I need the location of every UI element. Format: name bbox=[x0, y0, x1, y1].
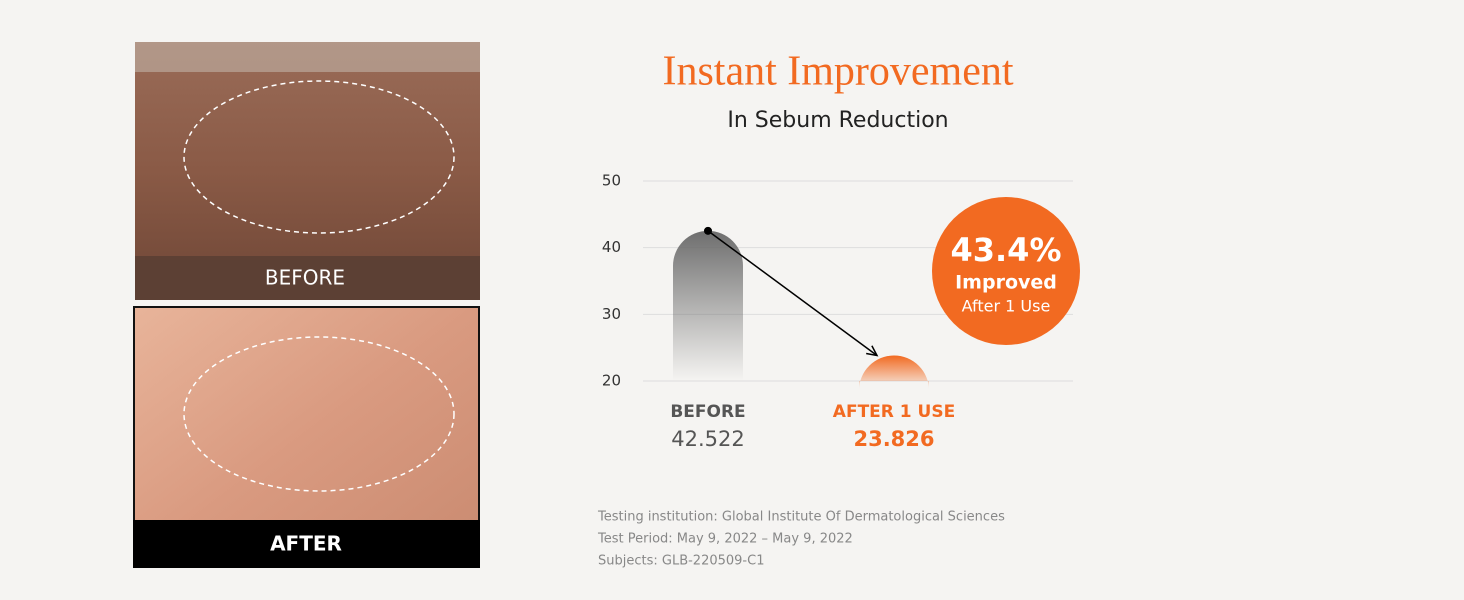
improvement-value: 43.4% bbox=[950, 231, 1061, 269]
improvement-subtext: After 1 Use bbox=[962, 297, 1051, 316]
photo-label: BEFORE bbox=[265, 266, 345, 290]
y-tick-label: 20 bbox=[602, 372, 621, 390]
value-label: 23.826 bbox=[853, 427, 934, 451]
footnotes: Testing institution: Global Institute Of… bbox=[597, 510, 1005, 569]
footnote: Test Period: May 9, 2022 – May 9, 2022 bbox=[597, 532, 853, 547]
label-band bbox=[133, 520, 480, 568]
y-tick-label: 40 bbox=[602, 238, 621, 256]
y-tick-label: 50 bbox=[602, 172, 621, 190]
bar bbox=[859, 355, 929, 391]
chart-subtitle: In Sebum Reduction bbox=[727, 108, 948, 133]
improvement-badge bbox=[932, 197, 1080, 345]
photo-label: AFTER bbox=[270, 532, 342, 556]
photo-background bbox=[135, 42, 480, 72]
footnote: Testing institution: Global Institute Of… bbox=[597, 510, 1005, 525]
x-tick-label: BEFORE bbox=[670, 402, 745, 422]
label-band bbox=[135, 256, 480, 300]
before-photo: BEFORE bbox=[135, 42, 480, 300]
x-tick-label: AFTER 1 USE bbox=[833, 402, 955, 422]
improvement-text: Improved bbox=[955, 272, 1057, 294]
chart-title: Instant Improvement bbox=[662, 49, 1013, 95]
arrow-head bbox=[866, 345, 879, 357]
focus-area bbox=[183, 80, 455, 234]
y-tick-label: 30 bbox=[602, 305, 621, 323]
after-photo: AFTER bbox=[133, 306, 480, 568]
focus-area bbox=[183, 336, 455, 492]
footnote: Subjects: GLB-220509-C1 bbox=[598, 554, 764, 569]
value-label: 42.522 bbox=[671, 427, 744, 451]
bar bbox=[673, 230, 743, 381]
arrow bbox=[707, 230, 878, 357]
